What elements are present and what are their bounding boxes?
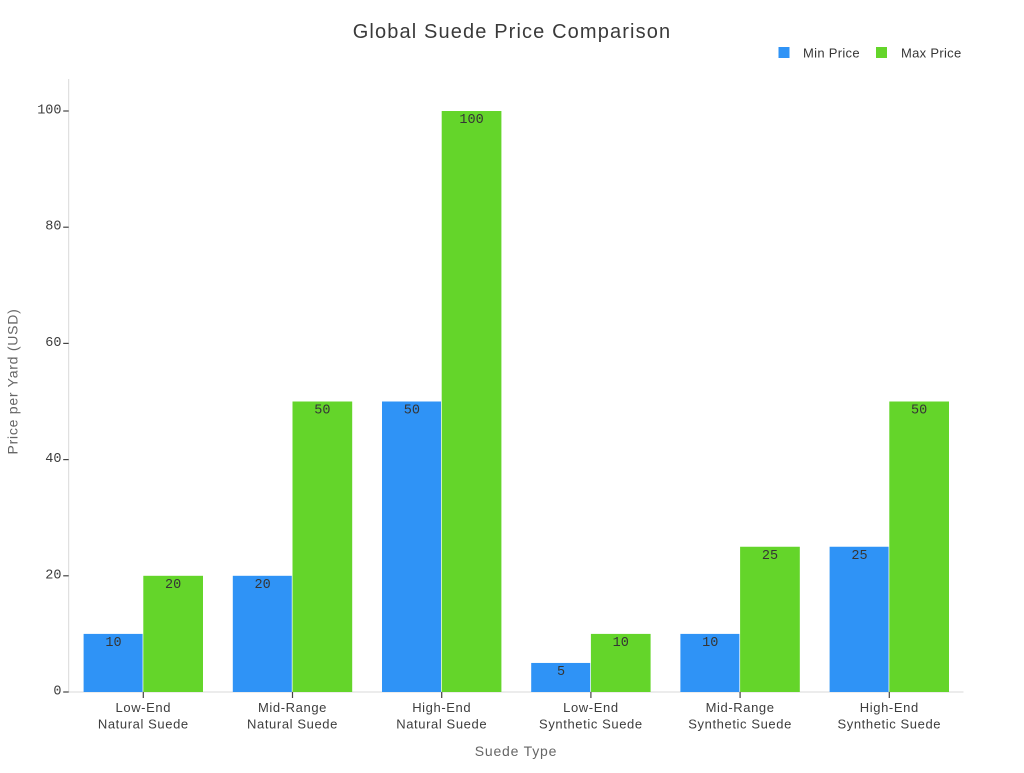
- svg-text:Global Suede Price Comparison: Global Suede Price Comparison: [353, 21, 671, 43]
- svg-text:0: 0: [53, 685, 61, 700]
- svg-text:10: 10: [613, 636, 629, 651]
- svg-text:Min Price: Min Price: [803, 46, 860, 61]
- svg-text:80: 80: [45, 220, 61, 235]
- svg-text:High-End: High-End: [860, 700, 919, 715]
- svg-text:10: 10: [105, 636, 121, 651]
- svg-text:Suede Type: Suede Type: [475, 743, 557, 759]
- svg-text:20: 20: [45, 568, 61, 583]
- svg-text:Mid-Range: Mid-Range: [258, 700, 327, 715]
- svg-text:Synthetic Suede: Synthetic Suede: [539, 716, 643, 731]
- svg-text:Synthetic Suede: Synthetic Suede: [837, 716, 941, 731]
- svg-text:25: 25: [851, 549, 867, 564]
- svg-text:Natural Suede: Natural Suede: [396, 716, 487, 731]
- svg-text:Low-End: Low-End: [116, 700, 172, 715]
- svg-text:60: 60: [45, 336, 61, 351]
- svg-text:50: 50: [911, 404, 927, 419]
- svg-text:50: 50: [314, 404, 330, 419]
- svg-text:40: 40: [45, 452, 61, 467]
- svg-text:10: 10: [702, 636, 718, 651]
- svg-text:100: 100: [37, 104, 61, 119]
- svg-text:20: 20: [255, 578, 271, 593]
- svg-text:100: 100: [459, 113, 483, 128]
- svg-text:Low-End: Low-End: [563, 700, 619, 715]
- svg-text:Synthetic Suede: Synthetic Suede: [688, 716, 792, 731]
- svg-text:20: 20: [165, 578, 181, 593]
- svg-text:25: 25: [762, 549, 778, 564]
- svg-text:Price per Yard (USD): Price per Yard (USD): [4, 309, 20, 455]
- svg-text:High-End: High-End: [412, 700, 471, 715]
- svg-text:5: 5: [557, 665, 565, 680]
- svg-text:Mid-Range: Mid-Range: [706, 700, 775, 715]
- svg-text:Max Price: Max Price: [901, 46, 962, 61]
- svg-text:Natural Suede: Natural Suede: [247, 716, 338, 731]
- svg-text:50: 50: [404, 404, 420, 419]
- svg-text:Natural Suede: Natural Suede: [98, 716, 189, 731]
